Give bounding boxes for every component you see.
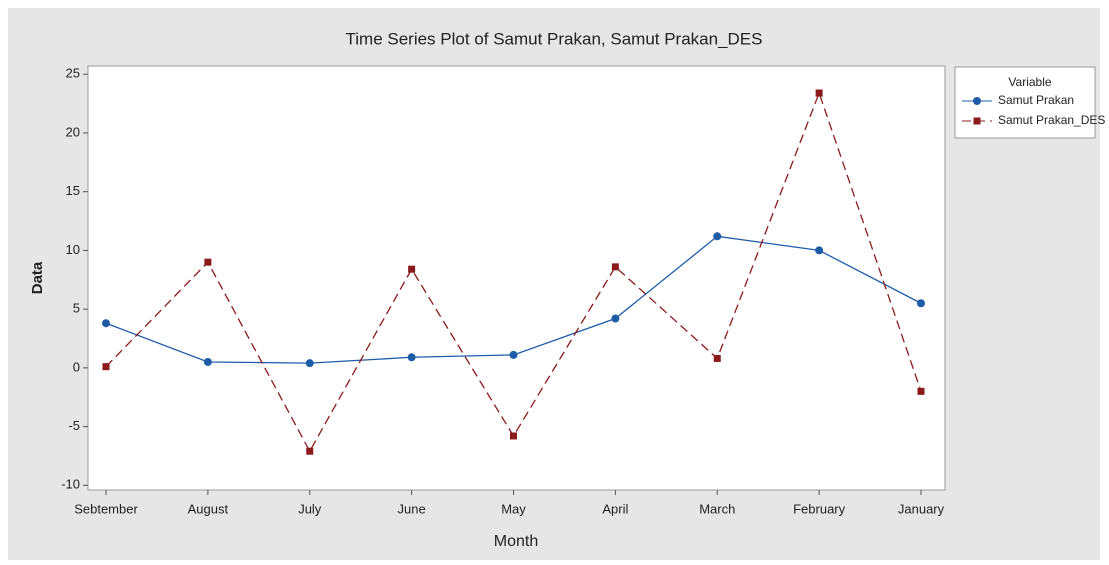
point <box>713 354 721 362</box>
point <box>203 357 212 366</box>
legend-label: Samut Prakan <box>998 93 1074 107</box>
chart-title: Time Series Plot of Samut Prakan, Samut … <box>346 29 763 48</box>
y-tick-label: 20 <box>66 124 80 139</box>
point <box>611 314 620 323</box>
plot-area <box>87 65 946 491</box>
point <box>815 246 824 255</box>
x-axis-label: Month <box>494 533 538 550</box>
y-tick-label: 0 <box>73 359 80 374</box>
y-tick-label: 15 <box>66 183 80 198</box>
point <box>407 353 416 362</box>
point <box>713 232 722 241</box>
point <box>917 299 925 308</box>
y-tick-label: 5 <box>73 301 80 316</box>
point <box>510 432 517 440</box>
point <box>102 363 110 371</box>
x-tick-label: January <box>898 501 945 516</box>
x-tick-label: May <box>501 501 526 516</box>
x-tick-label: February <box>793 501 846 516</box>
legend-title: Variable <box>1008 75 1051 89</box>
point <box>917 387 925 395</box>
x-tick-label: July <box>298 501 322 516</box>
x-tick-label: April <box>602 501 628 516</box>
x-tick-label: March <box>699 501 735 516</box>
y-tick-label: 10 <box>66 242 80 257</box>
legend-label: Samut Prakan_DES <box>998 113 1105 127</box>
point <box>509 350 518 359</box>
point <box>102 319 110 328</box>
y-tick-label: 25 <box>66 66 80 81</box>
x-tick-label: August <box>188 501 229 516</box>
x-tick-label: June <box>398 501 426 516</box>
point <box>204 258 212 266</box>
point <box>815 89 823 97</box>
point <box>408 265 416 273</box>
point <box>611 263 619 271</box>
point <box>306 447 314 455</box>
y-tick-label: -10 <box>61 477 80 492</box>
legend: Variable Samut Prakan Samut Prakan_DES <box>954 66 1105 139</box>
point <box>305 359 314 368</box>
y-tick-label: -5 <box>68 418 80 433</box>
y-axis-label: Data <box>29 261 46 294</box>
x-tick-label: Sebtember <box>74 501 138 516</box>
point <box>973 97 981 105</box>
point <box>973 117 981 125</box>
